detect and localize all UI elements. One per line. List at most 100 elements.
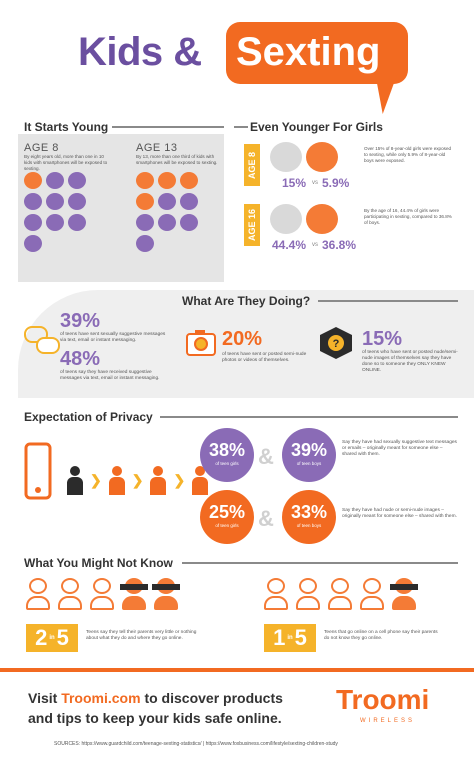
doing-stat4-value: 15% (362, 328, 403, 350)
troomi-link[interactable]: Troomi.com (61, 690, 141, 706)
girl-face-icon (270, 142, 302, 172)
boy-face-icon (306, 142, 338, 172)
sharing-chain: ❯ ❯ ❯ (64, 466, 211, 495)
person-outline-icon (264, 578, 288, 614)
privacy-c2-value: 39% (290, 440, 328, 460)
notknow-r2-in: in (287, 635, 293, 641)
kid-icon (158, 193, 176, 210)
privacy-c4-sub: of teen boys (296, 523, 322, 528)
privacy-circle-girls-images: 25% of teen girls (200, 490, 254, 544)
privacy-circle-girls-text: 38% of teen girls (200, 428, 254, 482)
girls-age16-boys: 36.8% (322, 238, 357, 252)
kid-icon (136, 193, 154, 210)
kid-icon (46, 193, 64, 210)
person-outline-icon (360, 578, 384, 614)
title-kids: Kids & (78, 30, 202, 74)
title-sexting: Sexting (236, 30, 381, 74)
footer-divider (0, 668, 474, 672)
notknow-ratio1: 2 in 5 (26, 624, 78, 652)
privacy-c1-sub: of teen girls (215, 461, 239, 466)
doing-stat1-value: 39% (60, 310, 101, 332)
privacy-heading: Expectation of Privacy (24, 410, 153, 424)
notknow-r2-desc: Teens that go online on a cell phone say… (324, 630, 438, 641)
girls-heading: Even Younger For Girls (250, 120, 383, 134)
privacy-amp-1: & (258, 444, 274, 469)
footer-cta-pre: Visit (28, 690, 62, 706)
phone-icon (24, 442, 52, 505)
privacy-circle-boys-text: 39% of teen boys (282, 428, 336, 482)
girls-age8-desc: Over 15% of 8-year-old girls were expose… (364, 146, 452, 163)
notknow-r2-a: 1 (273, 625, 286, 650)
arrow-right-icon: ❯ (131, 472, 144, 488)
person-icon (147, 466, 169, 495)
privacy-heading-line (160, 416, 458, 418)
age13-desc: By 13, more than one third of kids with … (136, 154, 218, 165)
kid-icon (46, 214, 64, 231)
chat-bubbles-icon (24, 326, 60, 361)
person-icon (64, 466, 86, 495)
kid-icon (68, 172, 86, 189)
young-heading-line (112, 126, 224, 128)
title-bubble (226, 22, 408, 84)
girls-age8-tag: AGE 8 (244, 144, 260, 186)
footer-cta: Visit Troomi.com to discover products an… (28, 688, 283, 728)
privacy-c4-value: 33% (290, 502, 328, 522)
notknow-ratio2: 1 in 5 (264, 624, 316, 652)
doing-stat3-value: 20% (222, 328, 263, 350)
girls-age8-boys: 5.9% (322, 176, 350, 190)
notknow-r1-in: in (49, 635, 55, 641)
troomi-logo: Troomi (336, 684, 430, 715)
footer-cta-line1: Visit Troomi.com to discover products (28, 688, 283, 708)
girl-face-icon (270, 204, 302, 234)
doing-stat2-desc: of teens say they have received suggesti… (60, 370, 160, 381)
kid-icon (24, 214, 42, 231)
kid-icon (46, 172, 64, 189)
age8-label: AGE 8 (24, 142, 59, 154)
notknow-heading-line (182, 562, 458, 564)
privacy-circle-boys-images: 33% of teen boys (282, 490, 336, 544)
notknow-r1-a: 2 (35, 625, 48, 650)
kid-icon (136, 214, 154, 231)
girls-age16-tag: AGE 16 (244, 204, 260, 246)
person-masked-icon (390, 578, 418, 614)
girls-heading-line (234, 126, 248, 128)
girls-age8-girls: 15% (282, 176, 307, 190)
kid-icon (24, 235, 42, 252)
age8-kids-grid (24, 172, 108, 252)
privacy-amp-2: & (258, 506, 274, 531)
kid-icon (158, 172, 176, 189)
notknow-r1-desc: Teens say they tell their parents very l… (86, 630, 197, 641)
doing-stat3-desc: of teens have sent or posted semi-nude p… (222, 352, 307, 363)
doing-stat2-value: 48% (60, 348, 101, 370)
doing-stat1-desc: of teens have sent sexually suggestive m… (60, 332, 166, 343)
person-outline-icon (296, 578, 320, 614)
person-outline-icon (58, 578, 82, 614)
young-heading: It Starts Young (24, 120, 109, 134)
kid-icon (180, 193, 198, 210)
doing-stat4-desc: of teens who have sent or posted nude/se… (362, 350, 458, 373)
kid-icon (136, 172, 154, 189)
doing-heading: What Are They Doing? (182, 294, 311, 308)
notknow-group1 (26, 578, 180, 614)
arrow-right-icon: ❯ (173, 472, 186, 488)
age13-kids-grid (136, 172, 220, 252)
person-masked-icon (152, 578, 180, 614)
footer-cta-post: to discover products (140, 690, 283, 706)
svg-text:?: ? (333, 338, 340, 350)
kid-icon (24, 172, 42, 189)
girls-age16-desc: By the age of 16, 44.4% of girls were pa… (364, 208, 452, 225)
age13-label: AGE 13 (136, 142, 178, 154)
notknow-r1-b: 5 (56, 625, 69, 650)
girls-age16-vs: vs (312, 242, 318, 248)
notknow-group2 (264, 578, 418, 614)
age8-desc: By eight years old, more than one in 10 … (24, 154, 108, 171)
privacy-c3-sub: of teen girls (215, 523, 239, 528)
kid-icon (68, 193, 86, 210)
privacy-c2-sub: of teen boys (296, 461, 322, 466)
person-outline-icon (26, 578, 50, 614)
notknow-r2-b: 5 (294, 625, 307, 650)
privacy-desc1: Say they have had sexually suggestive te… (342, 440, 457, 457)
girls-age8-vs: vs (312, 180, 318, 186)
kid-icon (158, 214, 176, 231)
person-outline-icon (90, 578, 114, 614)
